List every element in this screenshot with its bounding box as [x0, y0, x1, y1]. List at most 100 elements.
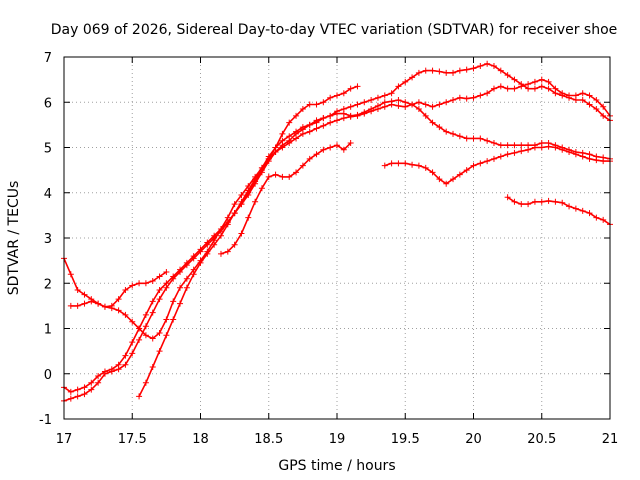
data-point [381, 92, 388, 99]
data-point [279, 137, 286, 144]
data-point [88, 298, 95, 305]
data-point [484, 137, 491, 144]
x-tick-label: 20.5 [527, 432, 556, 447]
data-point [129, 318, 136, 325]
data-point [545, 78, 552, 85]
data-point [183, 284, 190, 291]
data-point [320, 122, 327, 129]
y-tick-label: 6 [44, 96, 52, 111]
data-point [368, 96, 375, 103]
data-point [436, 101, 443, 108]
data-point [538, 83, 545, 90]
series-layer [61, 60, 613, 404]
data-point [231, 241, 238, 248]
series-line [138, 78, 611, 398]
data-point [381, 103, 388, 110]
data-point [327, 144, 334, 151]
x-tick-label: 19 [329, 432, 346, 447]
data-point [258, 164, 265, 171]
data-point [163, 284, 170, 291]
data-point [347, 139, 354, 146]
data-point [429, 67, 436, 74]
data-point [149, 277, 156, 284]
data-point [572, 92, 579, 99]
data-point [149, 363, 156, 370]
data-point [409, 74, 416, 81]
data-point [142, 379, 149, 386]
series-trace-2 [67, 268, 170, 310]
series-line [506, 196, 611, 226]
data-point [88, 386, 95, 393]
y-tick-label: 2 [44, 277, 52, 292]
data-point [593, 106, 600, 113]
data-point [504, 151, 511, 158]
data-point [95, 300, 102, 307]
data-point [327, 119, 334, 126]
data-point [334, 108, 340, 115]
data-point [450, 69, 457, 76]
data-point [313, 151, 320, 158]
data-point [197, 259, 204, 266]
data-point [518, 142, 525, 149]
y-tick-label: 0 [44, 368, 52, 383]
data-point [115, 296, 122, 303]
data-point [334, 117, 340, 124]
data-point [484, 158, 491, 165]
data-point [477, 135, 484, 142]
data-point [354, 112, 361, 119]
x-tick-label: 17.5 [118, 432, 147, 447]
data-point [388, 90, 395, 97]
data-point [531, 198, 538, 205]
data-point [586, 155, 593, 162]
data-point [122, 287, 129, 294]
data-point [559, 90, 566, 97]
data-point [238, 192, 245, 199]
y-tick-label: 7 [44, 51, 52, 66]
data-point [156, 273, 163, 280]
data-point [217, 232, 224, 239]
data-point [443, 69, 450, 76]
data-point [334, 92, 340, 99]
data-point [572, 151, 579, 158]
data-point [511, 76, 518, 83]
data-point [211, 241, 218, 248]
data-point [497, 153, 504, 160]
data-point [142, 280, 149, 287]
data-point [320, 146, 327, 153]
data-point [74, 386, 81, 393]
data-point [156, 348, 163, 355]
data-point [450, 130, 457, 137]
data-point [163, 268, 170, 275]
y-axis-title: SDTVAR / TECUs [6, 181, 22, 296]
data-point [272, 149, 279, 156]
chart-title: Day 069 of 2026, Sidereal Day-to-day VTE… [51, 22, 618, 38]
data-point [374, 106, 381, 113]
data-point [299, 124, 306, 131]
series-trace-1 [61, 83, 361, 342]
data-point [381, 162, 388, 169]
x-tick-label: 21 [602, 432, 619, 447]
data-point [217, 250, 224, 257]
data-point [600, 103, 607, 110]
series-line [384, 145, 611, 185]
data-point [115, 307, 122, 314]
data-point [306, 101, 313, 108]
data-point [170, 275, 177, 282]
data-point [122, 361, 129, 368]
data-point [470, 135, 477, 142]
data-point [101, 370, 108, 377]
data-point [511, 149, 518, 156]
data-point [265, 155, 272, 162]
data-point [409, 161, 416, 168]
data-point [347, 85, 354, 92]
data-point [572, 205, 579, 212]
data-point [204, 250, 211, 257]
data-point [497, 83, 504, 90]
data-point [306, 155, 313, 162]
data-point [415, 99, 422, 106]
data-point [299, 130, 306, 137]
data-point [511, 142, 518, 149]
data-point [177, 284, 184, 291]
data-point [81, 291, 88, 298]
data-point [224, 221, 231, 228]
